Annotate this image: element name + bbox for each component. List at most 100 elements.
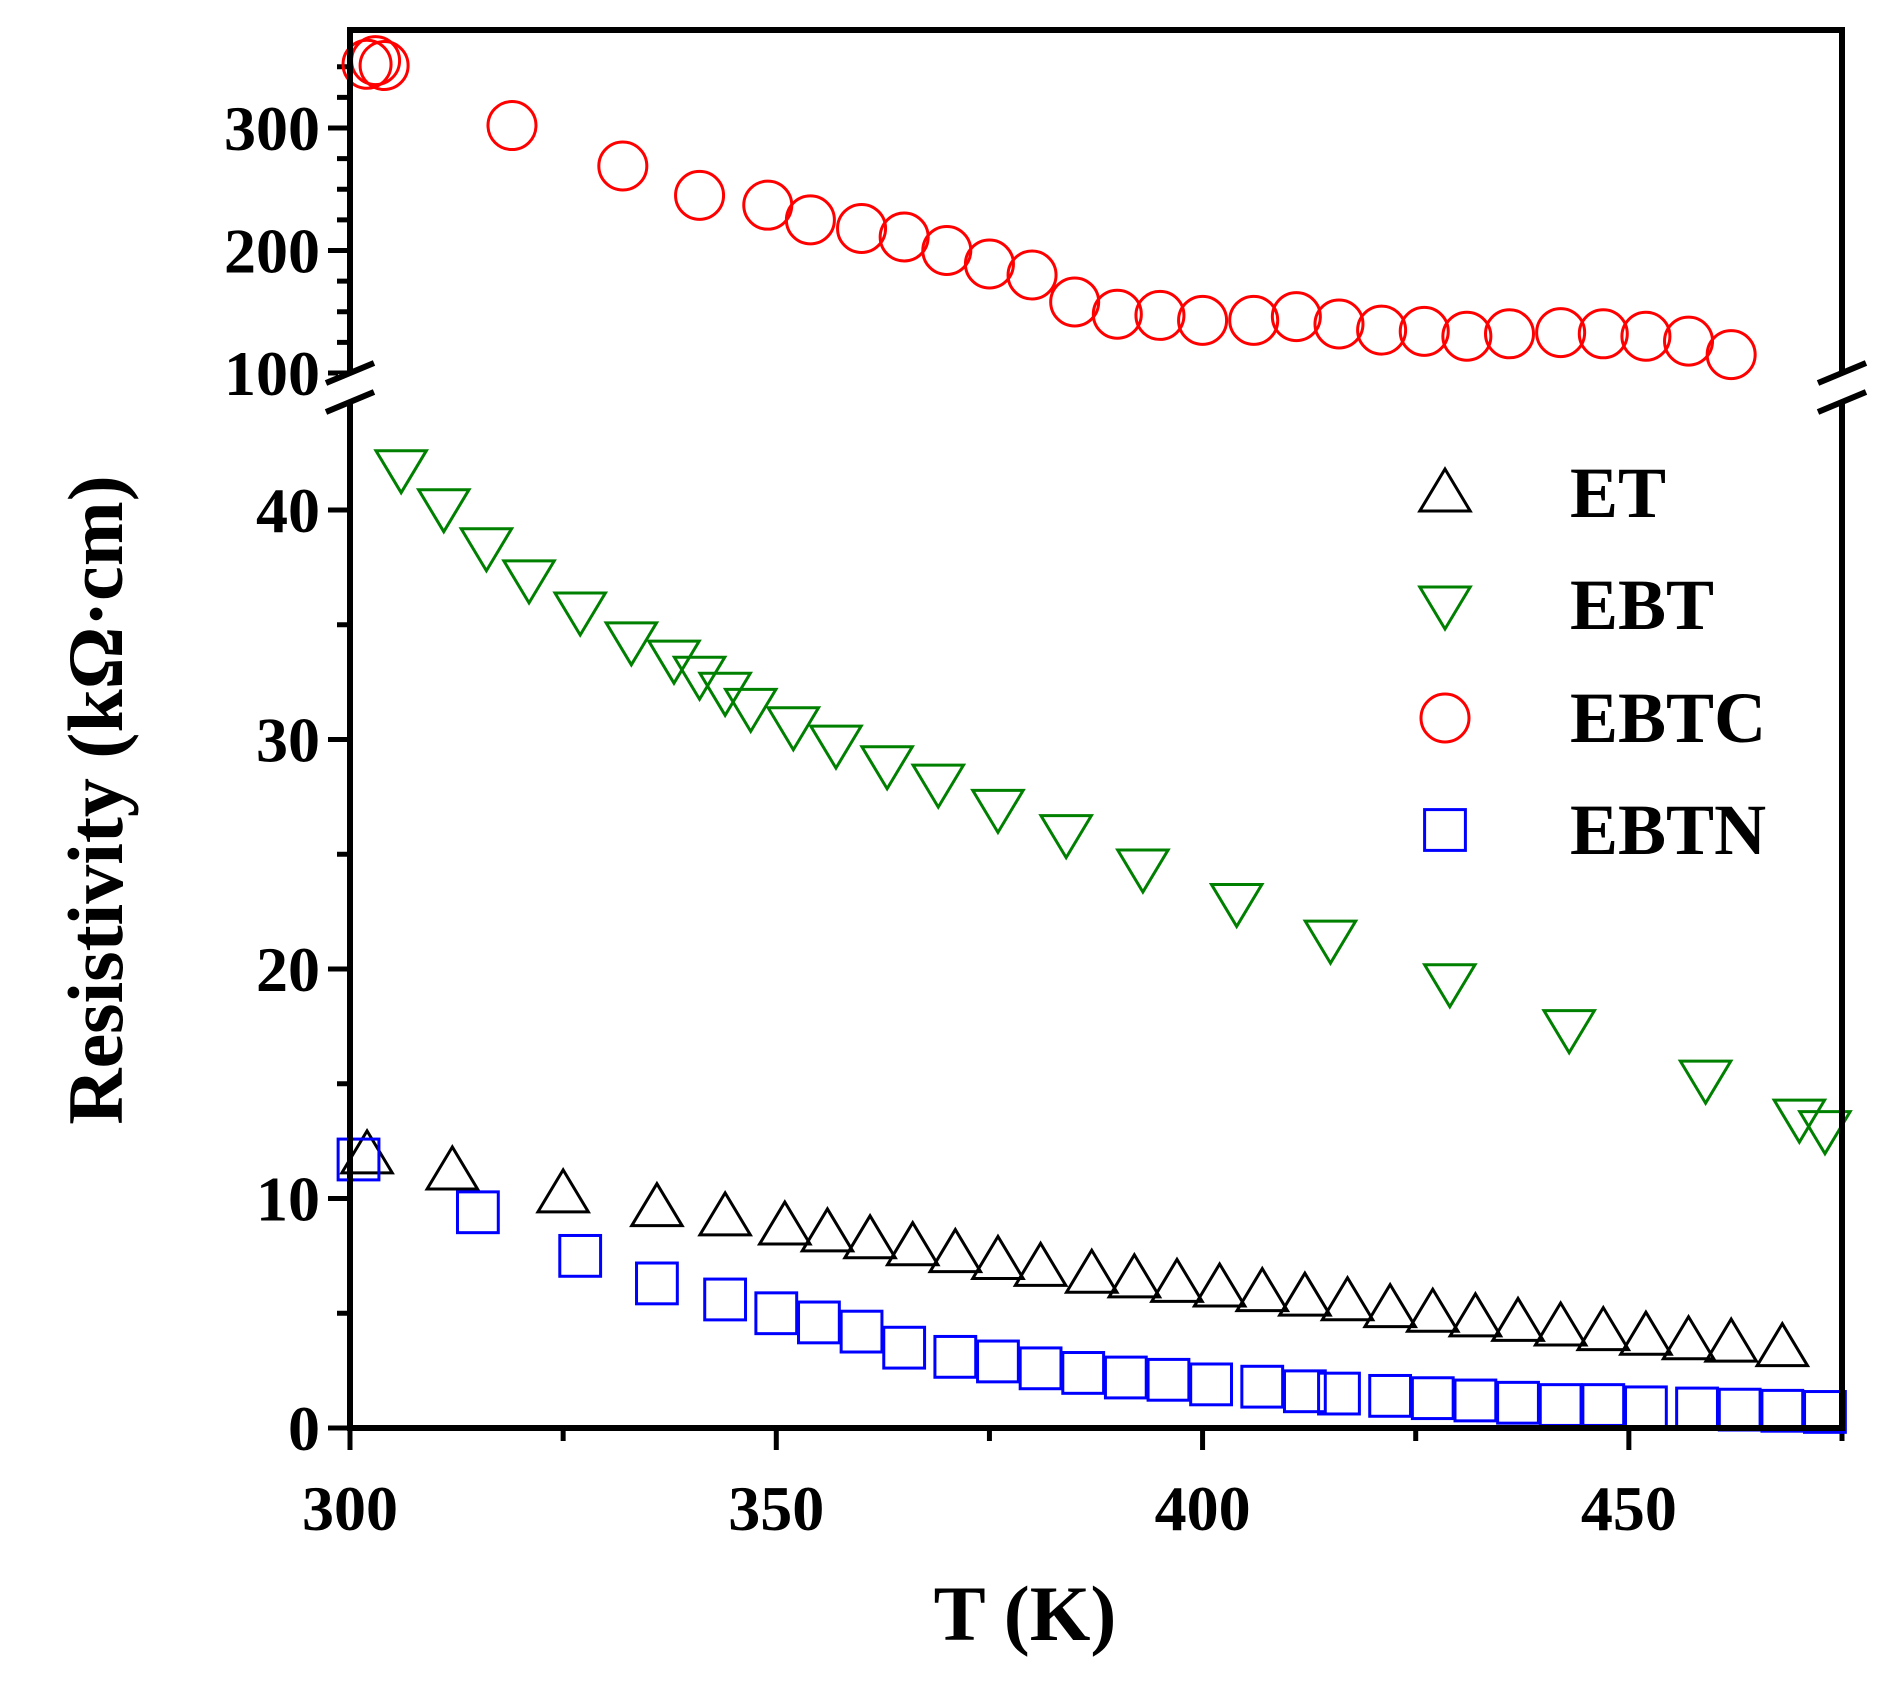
point-ebtc bbox=[1134, 289, 1186, 341]
point-et bbox=[535, 1166, 591, 1214]
point-et bbox=[1754, 1320, 1811, 1368]
point-ebt bbox=[1421, 963, 1478, 1010]
y-tick-label: 40 bbox=[256, 475, 320, 546]
point-ebtc bbox=[742, 179, 794, 231]
point-ebtn bbox=[1240, 1364, 1285, 1409]
y-tick-label: 100 bbox=[224, 338, 320, 409]
point-ebt bbox=[458, 527, 515, 574]
axis-break-mark bbox=[324, 360, 376, 386]
point-ebtc bbox=[1483, 308, 1535, 360]
point-ebt bbox=[603, 621, 660, 668]
point-et bbox=[1149, 1256, 1205, 1303]
point-ebt bbox=[1797, 1110, 1853, 1157]
y-axis-title: Resistivity (kΩ·cm) bbox=[52, 475, 139, 1125]
point-et bbox=[1362, 1281, 1418, 1329]
point-ebtc bbox=[1398, 305, 1450, 357]
point-ebtn bbox=[1624, 1385, 1668, 1430]
point-et bbox=[1490, 1295, 1546, 1342]
point-ebtn bbox=[1496, 1380, 1540, 1425]
point-ebtn bbox=[1675, 1386, 1719, 1431]
y-tick-label: 300 bbox=[224, 93, 320, 164]
point-et bbox=[1191, 1261, 1248, 1308]
point-ebt bbox=[970, 788, 1026, 836]
y-tick-label: 20 bbox=[256, 934, 320, 1005]
point-ebtc bbox=[674, 169, 726, 221]
axis-break bbox=[324, 360, 1868, 415]
point-et bbox=[884, 1219, 941, 1267]
point-ebtc bbox=[784, 194, 836, 246]
series-ebt bbox=[373, 449, 1853, 1157]
point-ebtn bbox=[1189, 1362, 1233, 1407]
point-ebtc bbox=[1177, 294, 1229, 346]
point-et bbox=[1063, 1247, 1120, 1294]
point-et bbox=[1575, 1304, 1632, 1352]
x-axis-title: T (K) bbox=[934, 1570, 1117, 1657]
point-ebtn bbox=[703, 1277, 748, 1322]
point-ebtc bbox=[1441, 310, 1493, 362]
point-ebtn bbox=[1538, 1383, 1583, 1427]
point-ebtc bbox=[1049, 276, 1101, 328]
point-ebtc bbox=[358, 40, 410, 92]
point-ebtn bbox=[976, 1339, 1020, 1384]
plot-frame bbox=[347, 27, 1845, 1431]
point-et bbox=[970, 1233, 1026, 1280]
point-ebt bbox=[1038, 814, 1095, 861]
point-ebt bbox=[1541, 1009, 1598, 1056]
point-ebt bbox=[722, 687, 779, 735]
point-et bbox=[1234, 1265, 1291, 1313]
legend-label-ebtc: EBTC bbox=[1570, 678, 1766, 758]
point-ebtc bbox=[1228, 294, 1280, 346]
point-ebt bbox=[910, 763, 967, 811]
point-ebtn bbox=[1146, 1357, 1191, 1402]
point-et bbox=[756, 1199, 813, 1246]
point-et bbox=[424, 1144, 481, 1191]
point-ebtc bbox=[1006, 249, 1058, 301]
point-et bbox=[927, 1226, 984, 1274]
point-ebtn bbox=[1410, 1376, 1455, 1421]
legend-marker-ebtc bbox=[1419, 692, 1471, 744]
point-et bbox=[799, 1206, 856, 1253]
axis-break-mark bbox=[1816, 360, 1868, 386]
point-et bbox=[1618, 1309, 1674, 1356]
point-et bbox=[1277, 1270, 1333, 1317]
point-ebt bbox=[808, 724, 864, 772]
axis-break-mark bbox=[1816, 389, 1868, 415]
point-ebtc bbox=[836, 202, 888, 254]
legend: ET EBT EBTC EBTN bbox=[1417, 453, 1766, 870]
point-et bbox=[1319, 1274, 1376, 1322]
legend-label-et: ET bbox=[1570, 453, 1666, 533]
axis-ticks bbox=[328, 64, 1845, 1450]
point-ebtn bbox=[1282, 1369, 1327, 1414]
series-et bbox=[339, 1127, 1811, 1368]
point-ebtc bbox=[1620, 310, 1672, 362]
point-ebtn bbox=[933, 1334, 978, 1379]
point-ebtn bbox=[1803, 1390, 1847, 1434]
point-ebtc bbox=[878, 211, 930, 263]
point-ebtn bbox=[1061, 1351, 1106, 1395]
y-tick-label: 200 bbox=[224, 216, 320, 287]
point-ebt bbox=[671, 655, 728, 703]
point-ebtc bbox=[1663, 315, 1715, 367]
point-ebtc bbox=[1270, 291, 1322, 343]
point-ebtc bbox=[1356, 304, 1408, 356]
point-ebt bbox=[1677, 1059, 1734, 1107]
point-et bbox=[1447, 1290, 1504, 1338]
point-et bbox=[629, 1180, 685, 1228]
point-ebtc bbox=[1091, 288, 1143, 340]
point-ebtc bbox=[1313, 298, 1365, 350]
point-ebt bbox=[765, 706, 822, 753]
x-tick-label: 400 bbox=[1155, 1473, 1251, 1544]
y-tick-label: 30 bbox=[256, 705, 320, 776]
point-ebtc bbox=[921, 225, 973, 276]
y-tick-label: 10 bbox=[256, 1164, 320, 1235]
point-ebt bbox=[373, 449, 430, 496]
point-ebtn bbox=[754, 1291, 799, 1336]
point-ebt bbox=[501, 559, 557, 606]
point-ebt bbox=[1115, 848, 1171, 895]
point-ebtc bbox=[341, 38, 393, 90]
tick-labels: 300 350 400 450 0 10 20 30 40 100 200 300 bbox=[224, 93, 1677, 1544]
point-ebtc bbox=[1705, 329, 1757, 381]
legend-marker-ebtn bbox=[1423, 808, 1467, 852]
axis-break-mark bbox=[324, 389, 376, 415]
point-ebtn bbox=[839, 1309, 884, 1354]
